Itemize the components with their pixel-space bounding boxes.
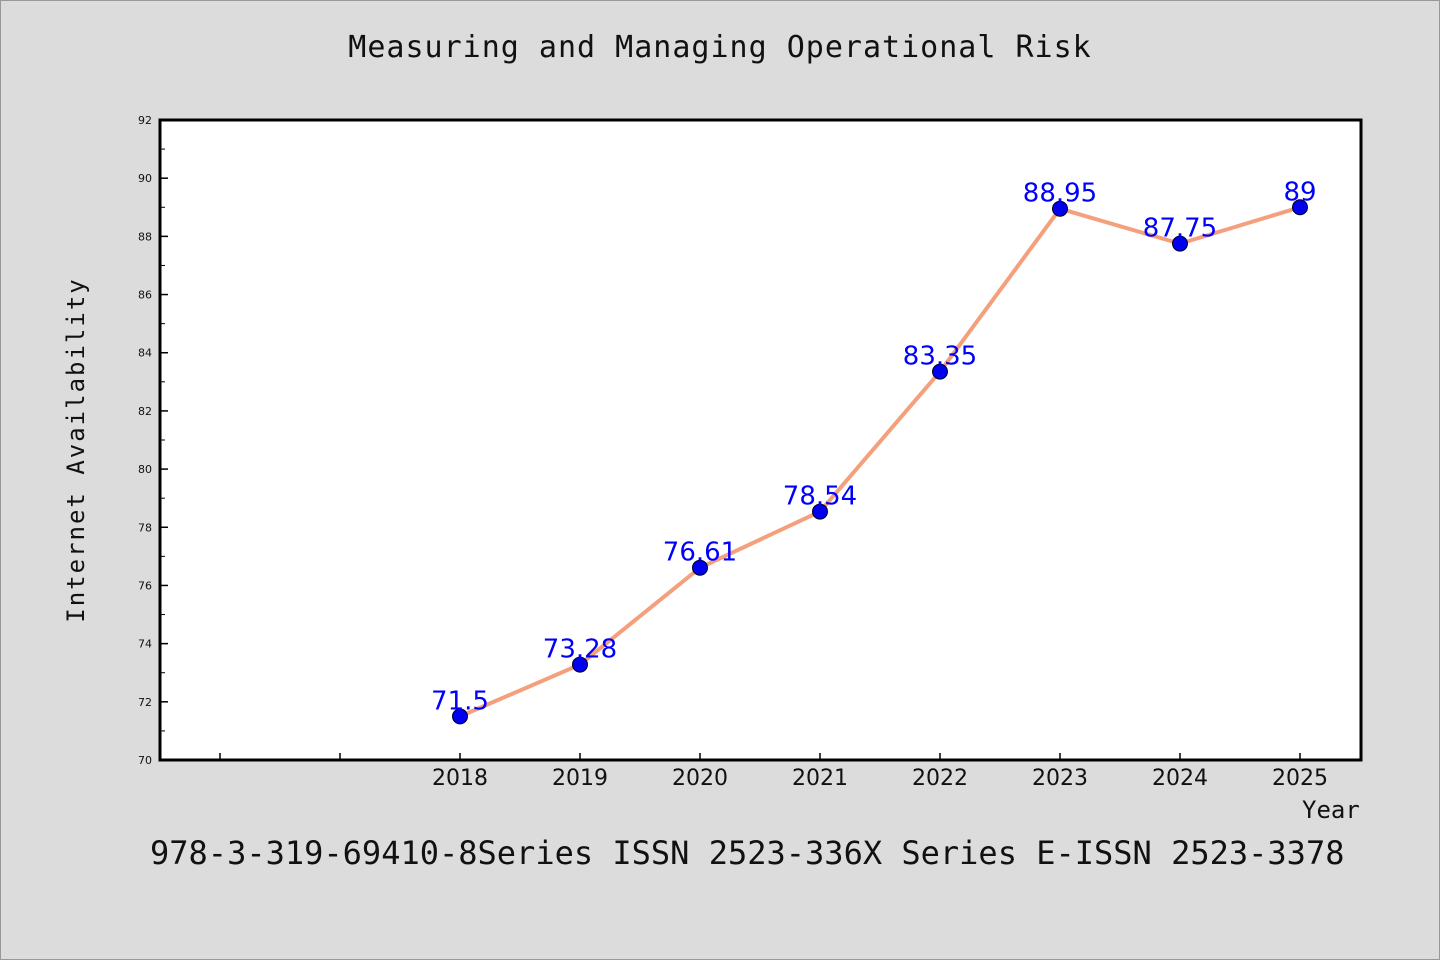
y-tick-label: 78: [138, 521, 152, 534]
x-tick-label: 2018: [432, 766, 488, 791]
y-tick-label: 76: [138, 579, 152, 592]
x-tick-label: 2019: [552, 766, 608, 791]
data-point: [932, 363, 948, 380]
y-tick-label: 84: [138, 347, 152, 360]
x-tick-label: 2025: [1272, 766, 1328, 791]
data-point: [1052, 200, 1068, 217]
x-axis: 2018 2019 2020 2021 2022 2023 2024 2025: [219, 753, 1328, 791]
y-axis-label: Internet Availability: [62, 277, 90, 623]
data-label: 76.61: [663, 538, 737, 568]
y-tick-label: 70: [138, 754, 152, 767]
chart-title: Measuring and Managing Operational Risk: [348, 30, 1092, 65]
data-label: 87.75: [1143, 214, 1217, 244]
data-markers: [452, 199, 1308, 725]
data-labels: 71.5 73.28 76.61 78.54 83.35 88.95 87.75 89: [431, 177, 1316, 716]
series-line: [459, 205, 1301, 719]
x-axis-label: Year: [1302, 796, 1360, 824]
x-tick-label: 2021: [792, 766, 848, 791]
data-point: [572, 656, 588, 673]
data-label: 83.35: [903, 342, 977, 372]
data-label: 89: [1283, 177, 1316, 207]
y-tick-label: 92: [138, 114, 152, 127]
data-label: 88.95: [1023, 179, 1097, 209]
x-tick-label: 2022: [912, 766, 968, 791]
y-tick-label: 90: [138, 172, 152, 185]
data-point: [1292, 199, 1308, 216]
data-label: 71.5: [431, 686, 489, 716]
data-label: 78.54: [783, 482, 857, 512]
footer-text: 978-3-319-69410-8Series ISSN 2523-336X S…: [150, 834, 1345, 872]
x-tick-label: 2020: [672, 766, 728, 791]
data-point: [692, 559, 708, 576]
y-tick-label: 88: [138, 230, 152, 243]
y-tick-label: 74: [138, 638, 152, 651]
x-tick-label: 2023: [1032, 766, 1088, 791]
y-tick-label: 86: [138, 289, 152, 302]
x-tick-label: 2024: [1152, 766, 1208, 791]
plot-border: [158, 118, 1363, 762]
y-tick-label: 72: [138, 696, 152, 709]
data-label: 73.28: [543, 635, 617, 665]
y-tick-label: 82: [138, 405, 152, 418]
plot-area: [160, 120, 1361, 760]
data-point: [1172, 235, 1188, 252]
y-tick-label: 80: [138, 463, 152, 476]
data-point: [812, 503, 828, 520]
data-point: [452, 708, 468, 725]
